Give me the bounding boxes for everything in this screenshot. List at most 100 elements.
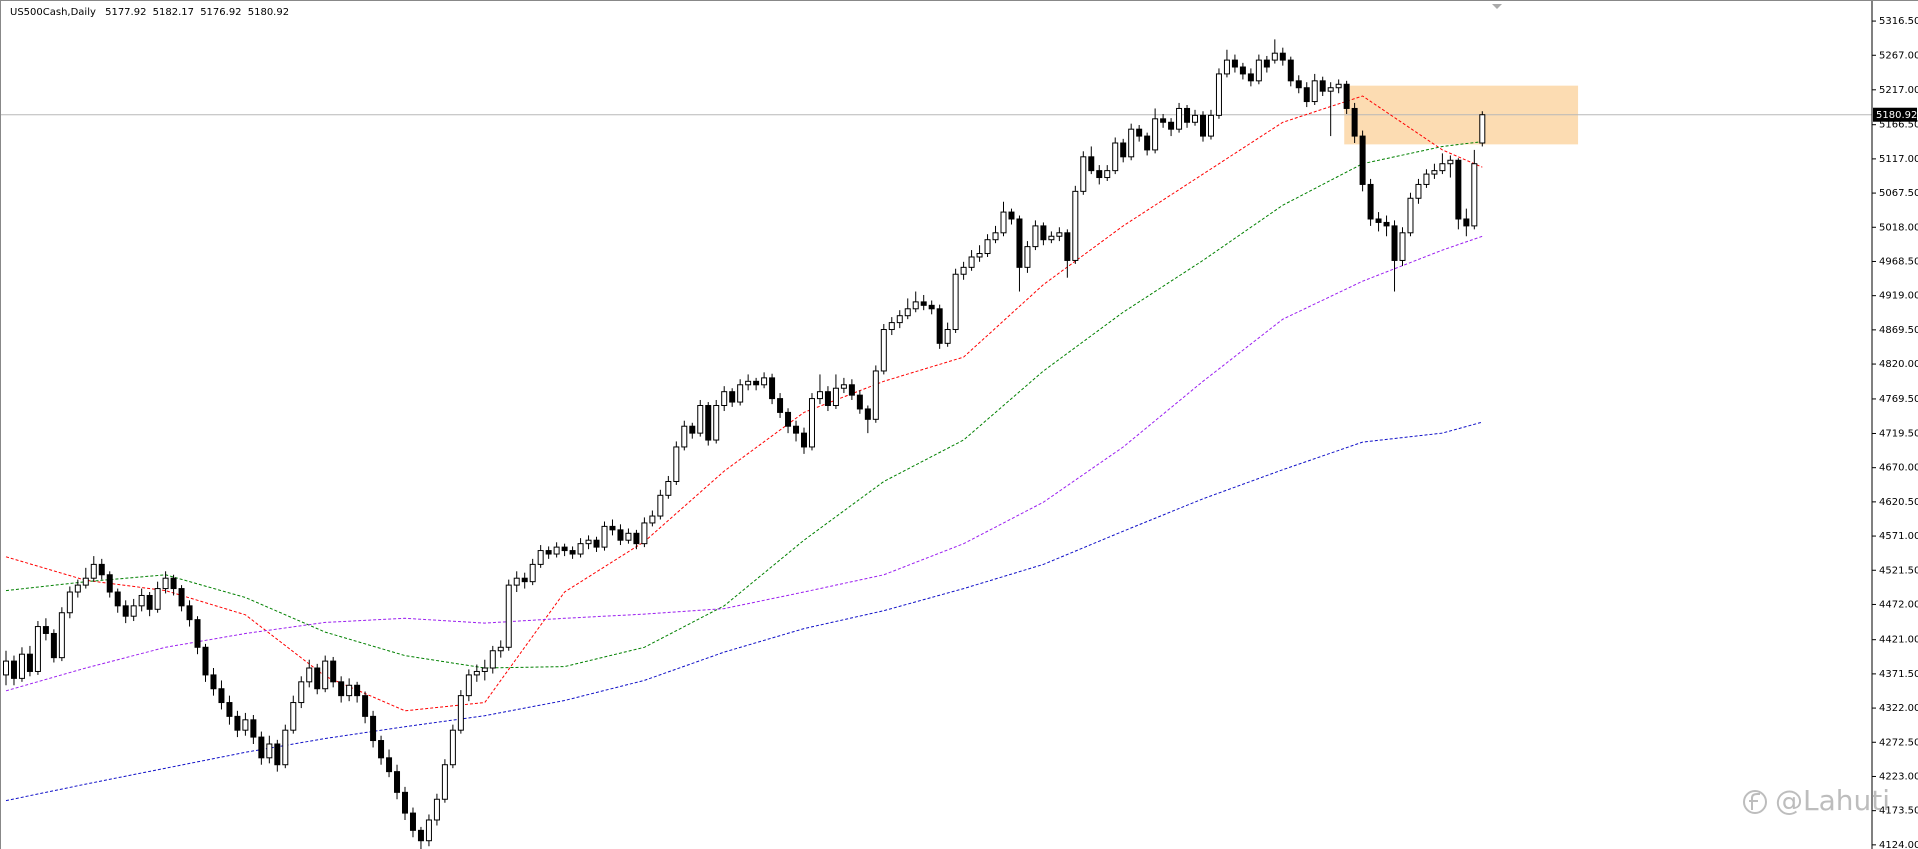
candle-body [194, 619, 201, 648]
y-tick-label: 4571.00 [1879, 531, 1918, 542]
candle-body [290, 702, 297, 731]
candle-body [1383, 221, 1390, 227]
candle-body [1423, 173, 1430, 185]
candle-body [250, 719, 257, 738]
candle-body [346, 684, 353, 697]
candle-body [793, 425, 800, 434]
candle-body [74, 584, 81, 593]
candle-body [330, 660, 337, 683]
candle-body [777, 398, 784, 413]
candle-body [1104, 170, 1111, 179]
candle-body [26, 653, 33, 672]
header-high: 5182.17 [153, 7, 194, 18]
candle-body [1056, 232, 1063, 237]
candle-body [1192, 114, 1199, 123]
candle-body [713, 405, 720, 441]
candle-body [665, 480, 672, 496]
candle-body [1152, 118, 1159, 151]
candle-body [1391, 225, 1398, 261]
y-tick-label: 5166.50 [1879, 120, 1918, 131]
y-tick-label: 4620.50 [1879, 497, 1918, 508]
candle-body [1327, 87, 1334, 92]
candle-body [968, 256, 975, 268]
candle-body [210, 674, 217, 690]
candle-body [816, 391, 823, 400]
candle-body [114, 591, 121, 607]
candle-body [18, 653, 25, 679]
candle-body [1399, 232, 1406, 261]
candle-body [1271, 52, 1278, 61]
candle-body [178, 588, 185, 607]
candle-layer [3, 39, 1486, 849]
candle-body [322, 660, 329, 690]
candle-body [218, 688, 225, 704]
candle-body [10, 660, 17, 679]
y-tick-label: 4124.00 [1879, 840, 1918, 849]
price-box [1873, 107, 1917, 122]
candle-body [338, 681, 345, 697]
candle-body [449, 729, 456, 766]
candle-body [888, 322, 895, 331]
candle-body [952, 273, 959, 331]
candle-body [697, 405, 704, 434]
candle-body [1000, 211, 1007, 234]
candle-body [1088, 156, 1095, 172]
candle-body [266, 743, 273, 759]
candle-body [1176, 107, 1183, 130]
candle-body [976, 253, 983, 258]
candle-body [402, 791, 408, 814]
moving-average [5, 141, 1483, 669]
candle-body [960, 266, 967, 275]
candle-body [920, 301, 927, 306]
moving-average [5, 95, 1483, 712]
candle-body [130, 605, 137, 617]
candle-body [481, 667, 488, 672]
candle-body [425, 819, 432, 842]
candle-body [856, 394, 863, 410]
candle-body [1295, 80, 1302, 89]
candle-body [617, 529, 624, 541]
candle-body [1008, 211, 1015, 220]
candle-body [1207, 114, 1214, 137]
candle-body [992, 232, 999, 241]
candle-body [785, 411, 792, 427]
candle-body [497, 646, 504, 652]
candle-body [42, 626, 49, 634]
candle-body [1335, 83, 1342, 89]
candle-body [1168, 121, 1175, 130]
candle-body [58, 612, 65, 659]
watermark-icon-glyph [1749, 793, 1760, 810]
candle-body [681, 425, 688, 448]
candle-body [936, 308, 943, 344]
candle-body [362, 695, 369, 717]
candle-body [1160, 118, 1167, 123]
y-tick-label: 5217.00 [1879, 85, 1918, 96]
header-close: 5180.92 [248, 7, 289, 18]
candle-body [729, 391, 736, 403]
candle-body [1367, 183, 1374, 220]
candle-body [1343, 83, 1350, 109]
candle-body [1351, 107, 1358, 137]
candle-body [162, 577, 169, 590]
candle-body [298, 681, 305, 704]
y-tick-label: 4869.50 [1879, 325, 1918, 336]
candle-body [569, 550, 576, 555]
moving-average [5, 235, 1483, 692]
y-tick-label: 4223.00 [1879, 771, 1918, 782]
y-tick-label: 4371.50 [1879, 669, 1918, 680]
candle-body [378, 740, 385, 759]
candle-body [3, 660, 9, 676]
candle-body [226, 702, 233, 717]
watermark: @Lahuti [1743, 784, 1890, 817]
candle-body [417, 829, 424, 842]
candle-body [1223, 59, 1230, 75]
candle-body [1016, 218, 1023, 268]
candle-body [721, 391, 728, 407]
candle-body [1200, 114, 1206, 137]
candle-body [66, 591, 73, 614]
candle-body [258, 736, 265, 759]
candle-body [553, 546, 560, 555]
candle-body [505, 584, 512, 648]
candle-body [1279, 52, 1286, 61]
